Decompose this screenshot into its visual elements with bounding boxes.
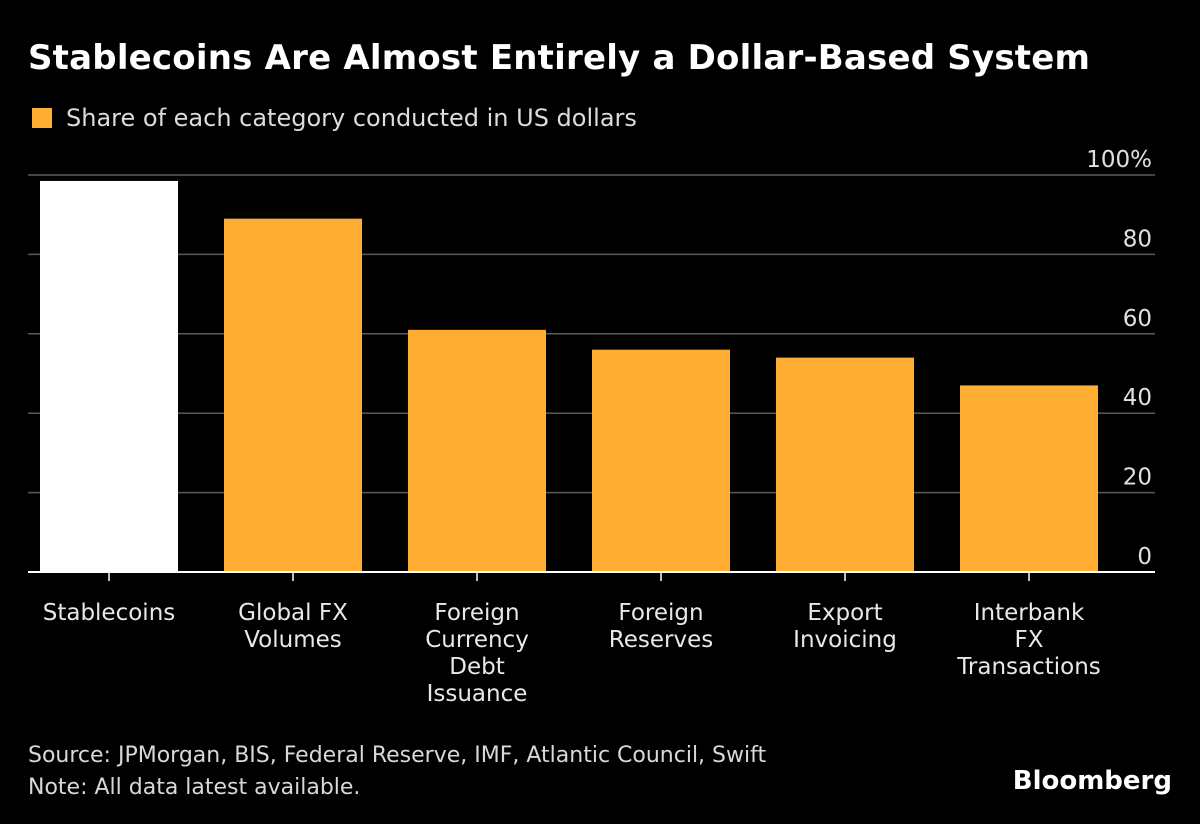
x-tick-label-foreign-currency-debt-issuance: Foreign Currency Debt Issuance <box>425 600 529 707</box>
bar-foreign-reserves <box>592 349 730 572</box>
x-tick-label-export-invoicing: Export Invoicing <box>793 600 897 653</box>
x-tick-label-line: Interbank <box>974 600 1085 626</box>
y-tick-label-60: 60 <box>1123 306 1152 332</box>
x-tick-label-line: Debt <box>449 654 504 680</box>
x-tick-label-stablecoins: Stablecoins <box>43 600 176 626</box>
x-tick-label-line: Issuance <box>427 681 528 707</box>
x-tick-label-line: Invoicing <box>793 627 897 653</box>
bar-foreign-currency-debt-issuance <box>408 329 546 572</box>
x-tick-label-line: Stablecoins <box>43 600 176 626</box>
x-tick-label-line: Reserves <box>609 627 713 653</box>
bar-global-fx-volumes <box>224 218 362 573</box>
bar-chart: 0 20 40 60 80 100% Stablecoins Global FX Volumes… <box>28 147 1155 707</box>
bloomberg-logo: Bloomberg <box>1012 766 1172 796</box>
x-tick-label-line: Foreign <box>618 600 703 626</box>
x-tick-label-line: Foreign <box>434 600 519 626</box>
x-tick-label-line: Currency <box>425 627 529 653</box>
x-tick-label-interbank-fx-transactions: Interbank FX Transactions <box>956 600 1101 680</box>
chart-title: Stablecoins Are Almost Entirely a Dollar… <box>28 38 1091 78</box>
footer: Source: JPMorgan, BIS, Federal Reserve, … <box>28 740 766 804</box>
x-tick-label-line: Global FX <box>238 600 348 626</box>
y-tick-label-100: 100% <box>1086 147 1152 173</box>
y-tick-label-0: 0 <box>1137 544 1152 570</box>
x-tick-label-line: Transactions <box>956 654 1101 680</box>
legend: Share of each category conducted in US d… <box>32 104 637 132</box>
bar-interbank-fx-transactions <box>960 385 1098 572</box>
x-tick-label-global-fx-volumes: Global FX Volumes <box>238 600 348 653</box>
bar-stablecoins <box>40 180 178 572</box>
source-text: Source: JPMorgan, BIS, Federal Reserve, … <box>28 743 767 768</box>
legend-label: Share of each category conducted in US d… <box>66 104 637 132</box>
legend-swatch <box>32 108 52 128</box>
x-tick-label-line: FX <box>1015 627 1044 653</box>
bar-export-invoicing <box>776 357 914 572</box>
x-tick-label-foreign-reserves: Foreign Reserves <box>609 600 713 653</box>
note-text: Note: All data latest available. <box>28 775 361 800</box>
x-tick-label-line: Export <box>807 600 882 626</box>
y-tick-label-20: 20 <box>1123 465 1152 491</box>
x-tick-label-line: Volumes <box>244 627 342 653</box>
y-tick-label-40: 40 <box>1123 385 1152 411</box>
y-tick-label-80: 80 <box>1123 226 1152 252</box>
